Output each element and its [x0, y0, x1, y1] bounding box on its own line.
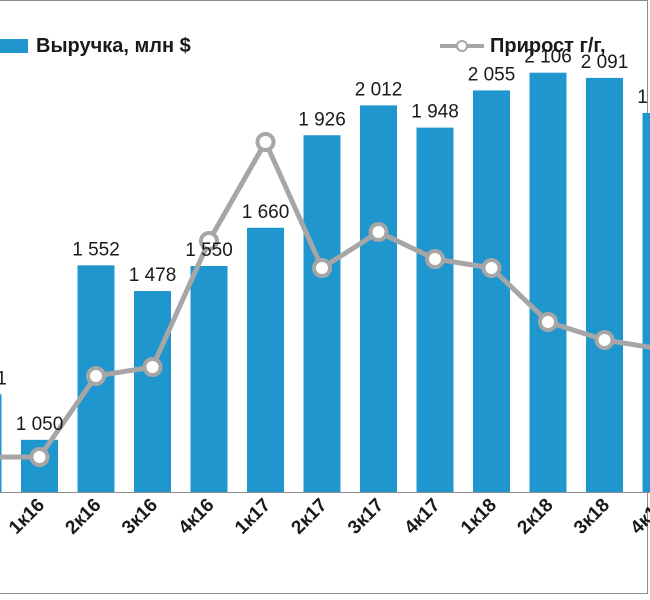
revenue-bar [416, 127, 454, 492]
growth-point [29, 447, 50, 467]
legend-line-swatch [440, 39, 484, 53]
x-tick-label: 2к17 [288, 495, 332, 539]
bar-data-label: 1 948 [411, 102, 459, 123]
growth-point [142, 357, 163, 377]
bar-data-label: 1 050 [16, 414, 64, 435]
bar-data-label: 1 660 [242, 202, 290, 223]
x-tick-label: 4к16 [175, 495, 219, 539]
growth-point [199, 231, 219, 251]
revenue-bar [360, 105, 397, 493]
growth-point [594, 330, 615, 350]
bar-data-label: 1 478 [129, 265, 177, 286]
growth-point [255, 132, 276, 152]
x-tick-label: 1к17 [231, 495, 275, 539]
legend-growth-label: Прирост г/г, [490, 34, 606, 57]
revenue-bar [0, 394, 2, 492]
growth-point [425, 249, 445, 269]
revenue-bar [303, 135, 341, 492]
x-tick-label: 1к16 [5, 495, 49, 539]
bar-data-label: 2 091 [581, 52, 629, 73]
legend-bar-swatch [0, 39, 28, 53]
bar-data-label: 1 926 [298, 109, 346, 130]
growth-point [312, 258, 332, 278]
bar-data-label: 1 181 [0, 368, 7, 389]
x-tick-label: 3к18 [570, 495, 614, 539]
legend-revenue-label: Выручка, млн $ [36, 34, 191, 57]
x-tick-label: 3к17 [344, 495, 388, 539]
bar-data-label: 1 990 [637, 87, 650, 108]
revenue-bar [190, 266, 228, 492]
legend-growth: Прирост г/г, [440, 34, 606, 58]
x-tick-label: 1к18 [457, 495, 501, 539]
x-tick-label: 4к17 [401, 495, 445, 539]
bar-data-label: 1 552 [72, 239, 120, 260]
x-tick-label: 2к16 [62, 495, 106, 539]
growth-point [368, 222, 389, 242]
growth-point [86, 366, 106, 386]
bar-data-label: 1 550 [185, 240, 233, 261]
legend-revenue: Выручка, млн $ [0, 34, 191, 58]
x-tick-label: 2к18 [514, 495, 558, 539]
growth-point [538, 312, 558, 332]
revenue-bar [529, 72, 567, 492]
revenue-bar [473, 90, 510, 493]
revenue-bar [642, 113, 650, 492]
revenue-bar [247, 227, 284, 492]
bar-data-label: 2 012 [355, 79, 403, 100]
bar-data-label: 2 106 [524, 47, 572, 68]
x-tick-label: 4к18 [627, 495, 650, 539]
revenue-bar [586, 77, 623, 492]
bar-data-label: 2 055 [468, 64, 516, 85]
growth-point [481, 258, 502, 278]
revenue-bar [134, 291, 171, 492]
x-tick-label: 3к16 [118, 495, 162, 539]
